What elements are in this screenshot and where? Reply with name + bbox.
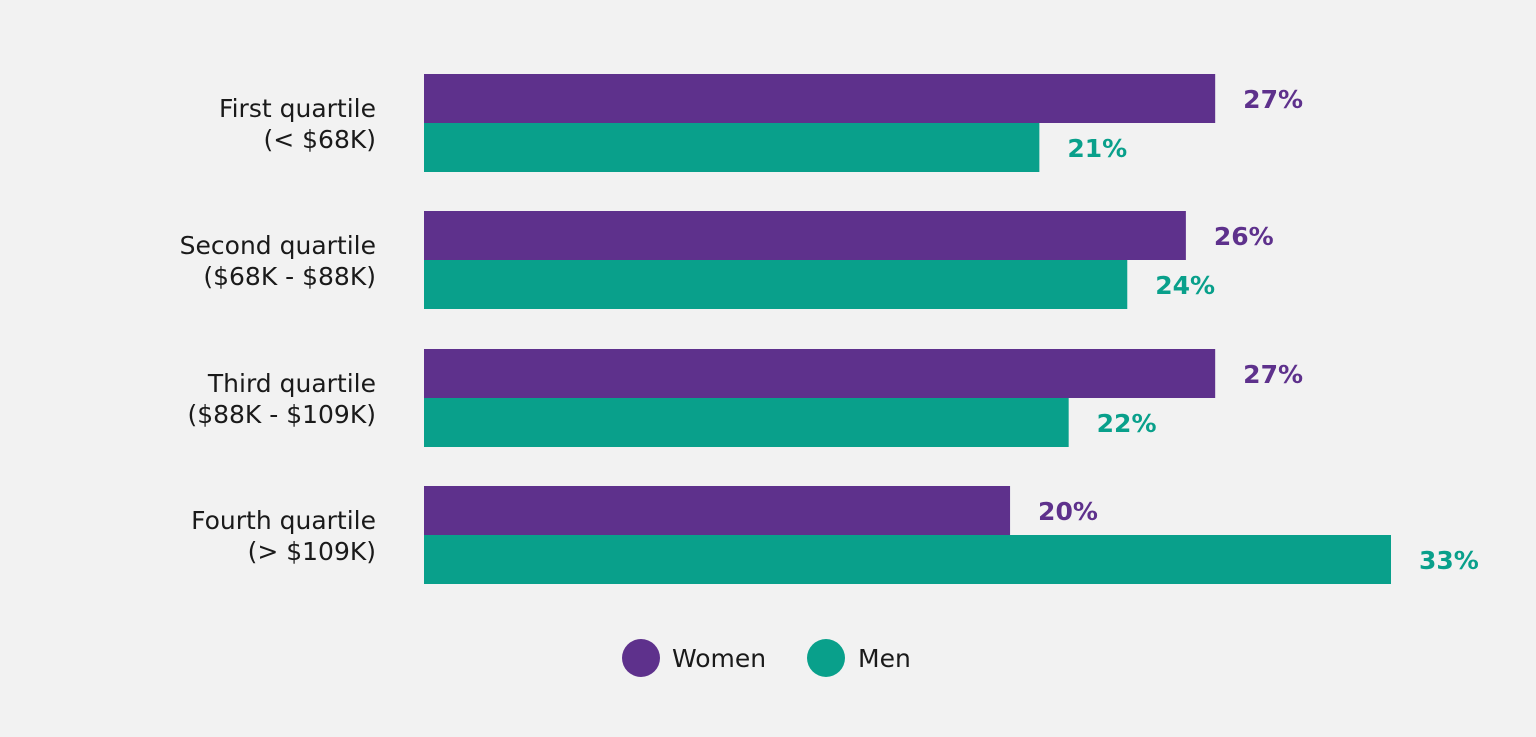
bar-women <box>424 349 1216 398</box>
legend-swatch <box>807 639 845 677</box>
legend-item-women: Women <box>622 639 766 677</box>
category-label-line1: First quartile <box>219 94 376 123</box>
bar-men <box>424 123 1040 172</box>
category-label-line1: Fourth quartile <box>191 506 376 535</box>
bar-men <box>424 535 1391 584</box>
value-label-men: 22% <box>1097 409 1157 438</box>
bar-women <box>424 74 1216 123</box>
value-label-women: 27% <box>1243 360 1303 389</box>
category-label: Third quartile ($88K - $109K) <box>187 369 376 429</box>
legend-label: Women <box>672 644 766 673</box>
bar-men <box>424 398 1069 447</box>
category-label: First quartile (< $68K) <box>219 94 376 154</box>
category-label: Fourth quartile (> $109K) <box>191 506 376 566</box>
value-label-women: 26% <box>1214 222 1274 251</box>
bar-men <box>424 260 1128 309</box>
category-label-line1: Third quartile <box>207 369 376 398</box>
value-label-men: 33% <box>1419 546 1479 575</box>
category-label-line2: (< $68K) <box>263 125 376 154</box>
value-label-women: 27% <box>1243 85 1303 114</box>
bar-women <box>424 211 1186 260</box>
category-label-line2: ($68K - $88K) <box>203 262 376 291</box>
value-label-women: 20% <box>1038 497 1098 526</box>
category-label: Second quartile ($68K - $88K) <box>180 231 376 291</box>
category-label-line2: (> $109K) <box>248 537 376 566</box>
bar-women <box>424 486 1011 535</box>
legend-label: Men <box>858 644 911 673</box>
value-labels: 27% 21% 26% 24% 27% 22% 20% 33% <box>1038 85 1479 575</box>
value-label-men: 21% <box>1067 134 1127 163</box>
category-labels: First quartile (< $68K) Second quartile ($6… <box>180 94 376 566</box>
legend-swatch <box>622 639 660 677</box>
bars <box>424 74 1391 584</box>
category-label-line2: ($88K - $109K) <box>187 400 376 429</box>
legend: Women Men <box>622 639 911 677</box>
value-label-men: 24% <box>1155 271 1215 300</box>
legend-item-men: Men <box>807 639 911 677</box>
category-label-line1: Second quartile <box>180 231 376 260</box>
